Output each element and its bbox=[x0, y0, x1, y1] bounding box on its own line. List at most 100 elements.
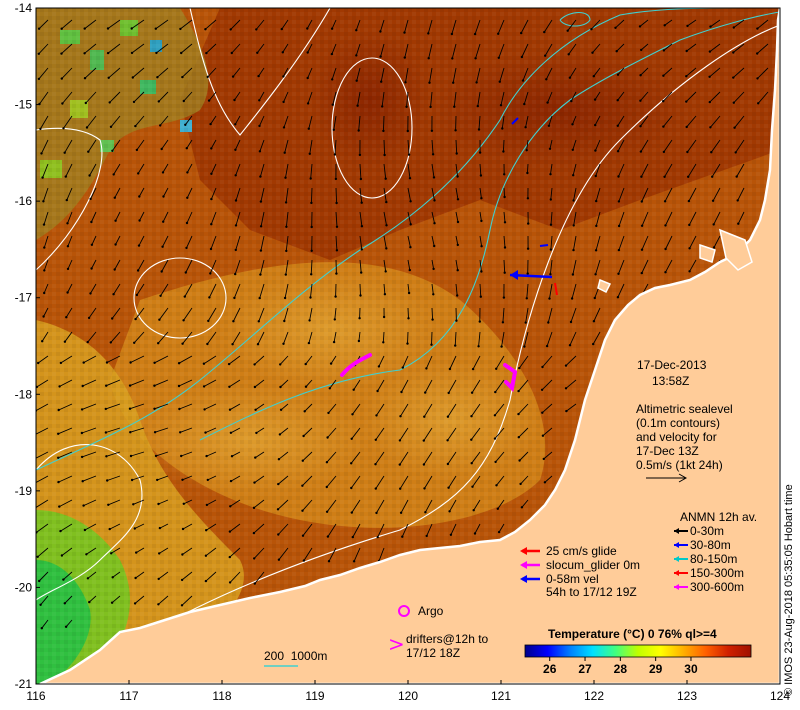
velocity-arrow-head bbox=[571, 273, 575, 276]
velocity-arrow-head bbox=[409, 200, 412, 203]
velocity-arrow-head bbox=[156, 478, 159, 482]
velocity-arrow-head bbox=[479, 295, 482, 298]
colorbar-tick-label: 27 bbox=[578, 662, 592, 676]
velocity-arrow-head bbox=[614, 26, 617, 29]
velocity-arrow-head bbox=[154, 454, 158, 458]
velocity-arrow-head bbox=[737, 222, 740, 225]
velocity-arrow-head bbox=[495, 367, 498, 370]
velocity-arrow bbox=[303, 427, 313, 437]
velocity-arrow bbox=[108, 499, 121, 506]
velocity-arrow-head bbox=[259, 273, 262, 276]
velocity-arrow bbox=[618, 187, 625, 202]
velocity-arrow-head bbox=[306, 76, 309, 80]
velocity-arrow-head bbox=[114, 243, 117, 246]
velocity-arrow-head bbox=[565, 409, 568, 413]
velocity-arrow-head bbox=[162, 220, 165, 223]
velocity-arrow bbox=[82, 475, 97, 482]
velocity-arrow bbox=[154, 427, 169, 433]
velocity-arrow-head bbox=[205, 529, 208, 532]
velocity-arrow bbox=[663, 115, 673, 127]
velocity-arrow bbox=[115, 235, 121, 245]
velocity-arrow-head bbox=[302, 434, 305, 438]
velocity-arrow-head bbox=[182, 319, 185, 322]
velocity-arrow-head bbox=[255, 28, 258, 31]
velocity-arrow-head bbox=[521, 79, 525, 82]
velocity-arrow-head bbox=[258, 150, 262, 153]
velocity-arrow-head bbox=[352, 560, 356, 563]
velocity-arrow bbox=[210, 211, 217, 225]
velocity-arrow bbox=[520, 475, 529, 485]
velocity-arrow-head bbox=[282, 75, 285, 78]
velocity-arrow-head bbox=[325, 510, 329, 513]
velocity-arrow bbox=[431, 163, 435, 178]
velocity-arrow-head bbox=[617, 224, 621, 228]
anmn-item-label: 80-150m bbox=[690, 552, 737, 566]
velocity-arrow-head bbox=[84, 101, 88, 105]
velocity-arrow-head bbox=[42, 223, 46, 226]
velocity-arrow bbox=[710, 19, 721, 27]
velocity-arrow-head bbox=[154, 27, 157, 30]
velocity-arrow bbox=[594, 115, 601, 126]
velocity-arrow bbox=[58, 451, 73, 459]
velocity-arrow-head bbox=[453, 105, 456, 108]
velocity-arrow bbox=[713, 235, 721, 248]
velocity-arrow bbox=[61, 19, 73, 30]
velocity-arrow bbox=[81, 427, 97, 434]
x-tick-label: 120 bbox=[398, 689, 418, 703]
velocity-arrow bbox=[105, 403, 121, 410]
velocity-arrow-head bbox=[663, 24, 666, 27]
velocity-arrow bbox=[182, 523, 193, 530]
velocity-arrow-head bbox=[517, 412, 520, 416]
velocity-arrow-head bbox=[430, 343, 433, 346]
velocity-arrow-head bbox=[662, 49, 666, 52]
velocity-arrow-head bbox=[60, 52, 63, 55]
velocity-arrow bbox=[283, 331, 289, 344]
velocity-arrow-head bbox=[572, 174, 575, 177]
velocity-arrow-head bbox=[180, 454, 183, 458]
velocity-arrow-head bbox=[350, 462, 353, 465]
velocity-arrow-head bbox=[570, 297, 574, 300]
velocity-arrow bbox=[478, 115, 481, 130]
velocity-arrow bbox=[205, 523, 217, 531]
velocity-arrow-head bbox=[480, 245, 483, 248]
velocity-arrow-head bbox=[524, 321, 527, 324]
velocity-arrow bbox=[549, 139, 553, 149]
velocity-arrow-head bbox=[403, 56, 406, 59]
velocity-arrow-head bbox=[662, 125, 665, 128]
anmn-arrowhead-icon bbox=[674, 528, 679, 534]
velocity-arrow-head bbox=[470, 415, 473, 418]
velocity-arrow bbox=[543, 19, 553, 33]
velocity-arrow-head bbox=[350, 486, 353, 490]
velocity-arrow bbox=[162, 211, 169, 222]
drifters-line2: 17/12 18Z bbox=[406, 646, 460, 660]
velocity-arrow-head bbox=[398, 463, 401, 466]
velocity-arrow-head bbox=[432, 176, 436, 179]
velocity-arrow-head bbox=[310, 249, 313, 252]
velocity-arrow bbox=[355, 19, 361, 31]
velocity-arrow bbox=[67, 283, 73, 293]
velocity-arrow-head bbox=[136, 269, 140, 272]
velocity-arrow bbox=[229, 571, 241, 583]
velocity-arrow-head bbox=[470, 391, 474, 394]
velocity-arrow bbox=[285, 211, 289, 227]
velocity-arrow bbox=[114, 187, 121, 198]
velocity-arrow bbox=[255, 451, 265, 458]
velocity-arrow-head bbox=[549, 223, 553, 226]
velocity-arrow-head bbox=[688, 223, 691, 227]
velocity-arrow bbox=[618, 259, 625, 274]
velocity-arrow bbox=[688, 187, 697, 202]
velocity-arrow bbox=[183, 499, 193, 505]
temperature-colorbar: Temperature (°C) 0 76% ql>=4 26 27 28 29 30 bbox=[524, 627, 752, 676]
velocity-arrow-head bbox=[326, 436, 329, 439]
velocity-arrow bbox=[357, 91, 361, 106]
drifters-legend: > drifters@12h to 17/12 18Z bbox=[388, 632, 489, 660]
velocity-arrow-head bbox=[66, 267, 70, 271]
velocity-arrow bbox=[713, 211, 721, 225]
velocity-arrow-head bbox=[178, 407, 181, 411]
velocity-arrow bbox=[450, 523, 457, 535]
velocity-arrow bbox=[59, 499, 73, 507]
velocity-arrow-head bbox=[306, 51, 309, 54]
velocity-arrow bbox=[471, 379, 481, 393]
velocity-arrow-head bbox=[423, 415, 426, 418]
velocity-arrow-head bbox=[544, 54, 547, 57]
